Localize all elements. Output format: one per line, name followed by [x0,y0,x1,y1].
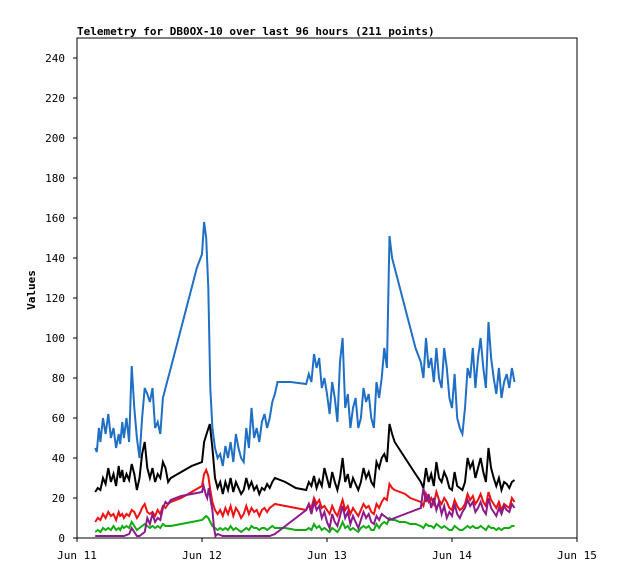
x-tick-label: Jun 12 [182,549,222,562]
series-layer [94,221,516,538]
y-tick-label: 240 [45,52,65,65]
y-tick-label: 60 [52,412,65,425]
series-line-5 [95,482,516,538]
series-line-2 [94,423,516,497]
y-tick-label: 180 [45,172,65,185]
x-tick-label: Jun 14 [432,549,472,562]
x-tick-label: Jun 11 [57,549,97,562]
y-axis-label: Values [25,270,38,310]
y-tick-label: 80 [52,372,65,385]
y-tick-label: 140 [45,252,65,265]
y-axis: 0 20 40 60 80 100 120 140 160 180 200 220 240 [45,52,77,545]
series-line-1 [94,221,516,467]
plot-frame [76,37,578,539]
y-tick-label: 200 [45,132,65,145]
series-line-4 [94,514,515,534]
y-tick-label: 0 [58,532,65,545]
y-tick-label: 20 [52,492,65,505]
y-tick-label: 40 [52,452,65,465]
y-tick-label: 120 [45,292,65,305]
series-line-3 [94,467,516,523]
y-tick-label: 100 [45,332,65,345]
x-tick-label: Jun 15 [557,549,597,562]
y-tick-label: 160 [45,212,65,225]
x-axis: Jun 11 Jun 12 Jun 13 Jun 14 Jun 15 [57,538,597,562]
y-tick-label: 220 [45,92,65,105]
x-tick-label: Jun 13 [307,549,347,562]
chart-title: Telemetry for DB0OX-10 over last 96 hour… [77,25,435,38]
